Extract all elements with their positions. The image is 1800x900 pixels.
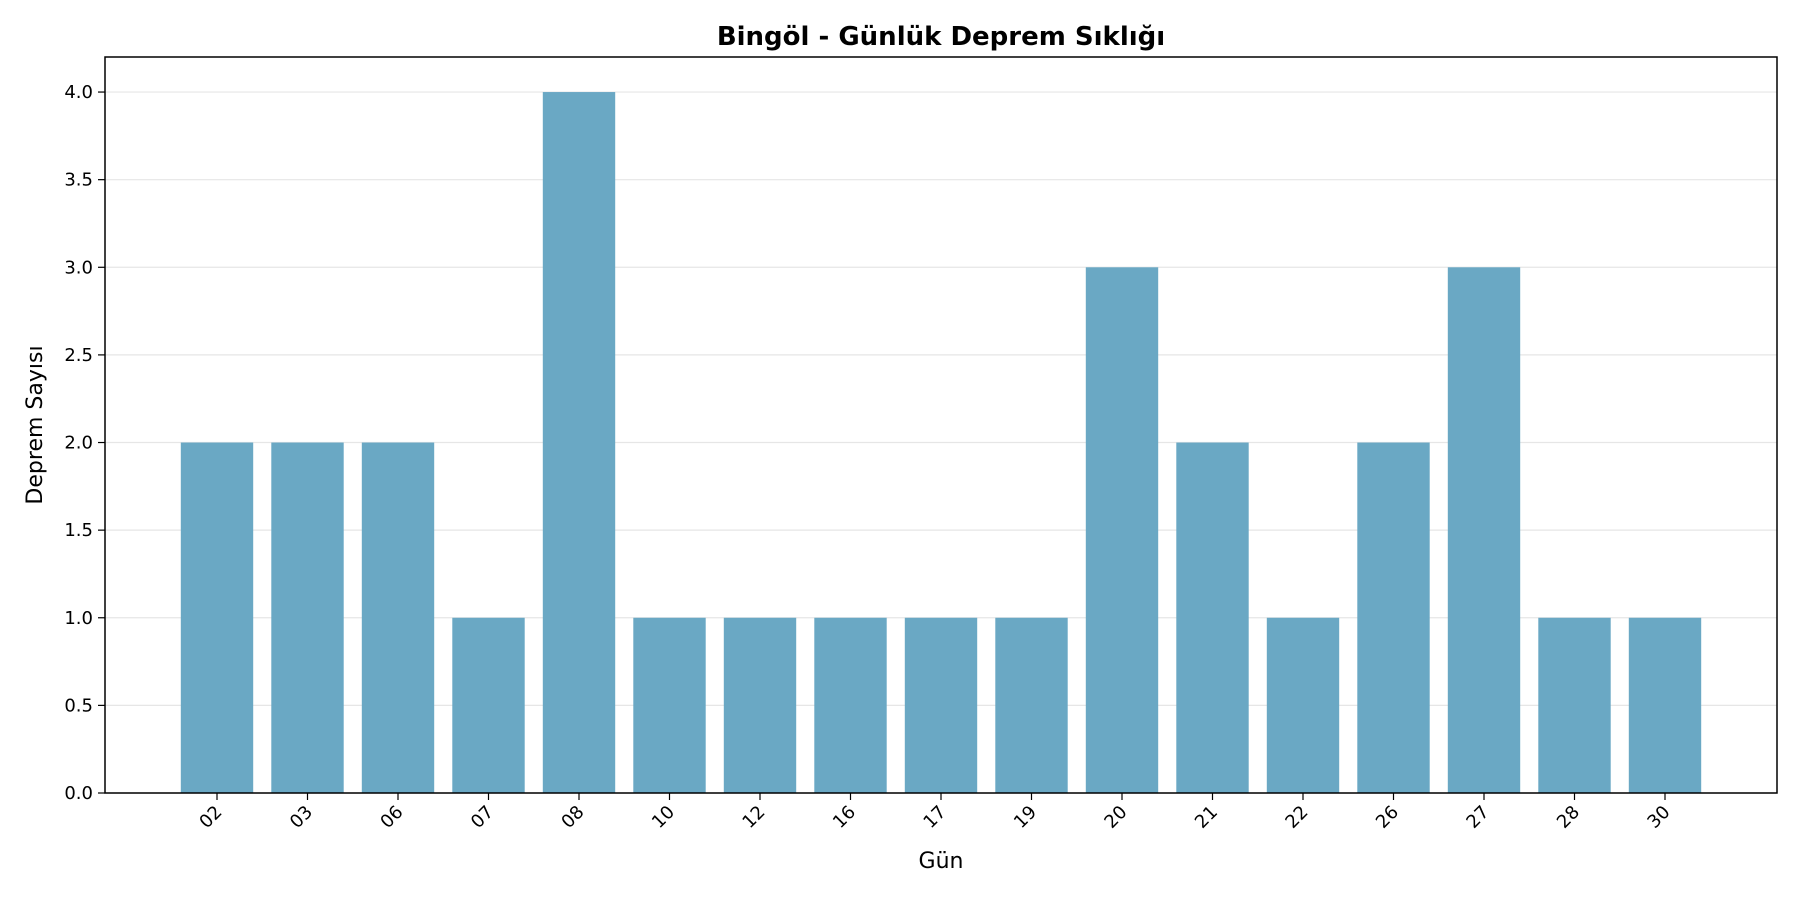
x-axis-ticks: 02 03 06 07 08 10 12 16 17 19 20 21 22 26 27 28 30 — [195, 793, 1675, 833]
bar-07 — [452, 617, 525, 793]
y-tick-label: 2.0 — [64, 433, 93, 454]
y-tick-label: 3.5 — [64, 170, 93, 191]
x-tick-label: 08 — [557, 802, 588, 833]
x-tick-label: 16 — [829, 802, 860, 833]
x-tick-label: 06 — [376, 802, 407, 833]
y-axis-ticks: 0.0 0.5 1.0 1.5 2.0 2.5 3.0 3.5 4.0 — [64, 82, 105, 804]
bar-28 — [1538, 617, 1611, 793]
y-tick-label: 2.5 — [64, 345, 93, 366]
x-tick-label: 19 — [1010, 802, 1041, 833]
chart-title: Bingöl - Günlük Deprem Sıklığı — [717, 22, 1165, 52]
bar-17 — [904, 617, 978, 793]
x-tick-label: 12 — [738, 802, 769, 833]
y-tick-label: 4.0 — [64, 82, 93, 103]
bar-10 — [633, 617, 706, 793]
y-tick-label: 0.5 — [64, 695, 93, 716]
x-tick-label: 07 — [467, 802, 498, 833]
y-tick-label: 1.0 — [64, 608, 93, 629]
bars — [180, 92, 1702, 794]
x-tick-label: 03 — [286, 802, 317, 833]
bar-03 — [271, 442, 344, 793]
x-tick-label: 21 — [1191, 802, 1222, 833]
x-tick-label: 02 — [195, 802, 226, 833]
x-tick-label: 22 — [1281, 802, 1312, 833]
bar-02 — [180, 442, 254, 793]
y-axis-label: Deprem Sayısı — [23, 345, 48, 504]
x-tick-label: 26 — [1372, 802, 1403, 833]
bar-12 — [723, 617, 797, 793]
bar-20 — [1085, 267, 1159, 793]
bar-19 — [995, 617, 1068, 793]
bar-26 — [1357, 442, 1430, 793]
y-tick-label: 3.0 — [64, 257, 93, 278]
bar-22 — [1266, 617, 1340, 793]
bar-30 — [1628, 617, 1702, 793]
bar-16 — [814, 617, 887, 793]
x-tick-label: 10 — [648, 802, 679, 833]
bar-21 — [1176, 442, 1249, 793]
y-tick-label: 0.0 — [64, 783, 93, 804]
bar-06 — [361, 442, 435, 793]
y-tick-label: 1.5 — [64, 520, 93, 541]
x-axis-label: Gün — [919, 849, 964, 874]
x-tick-label: 17 — [919, 802, 950, 833]
bar-27 — [1447, 267, 1521, 793]
x-tick-label: 27 — [1462, 802, 1493, 833]
x-tick-label: 20 — [1100, 802, 1131, 833]
x-tick-label: 30 — [1643, 802, 1674, 833]
bar-08 — [542, 92, 616, 794]
x-tick-label: 28 — [1553, 802, 1584, 833]
